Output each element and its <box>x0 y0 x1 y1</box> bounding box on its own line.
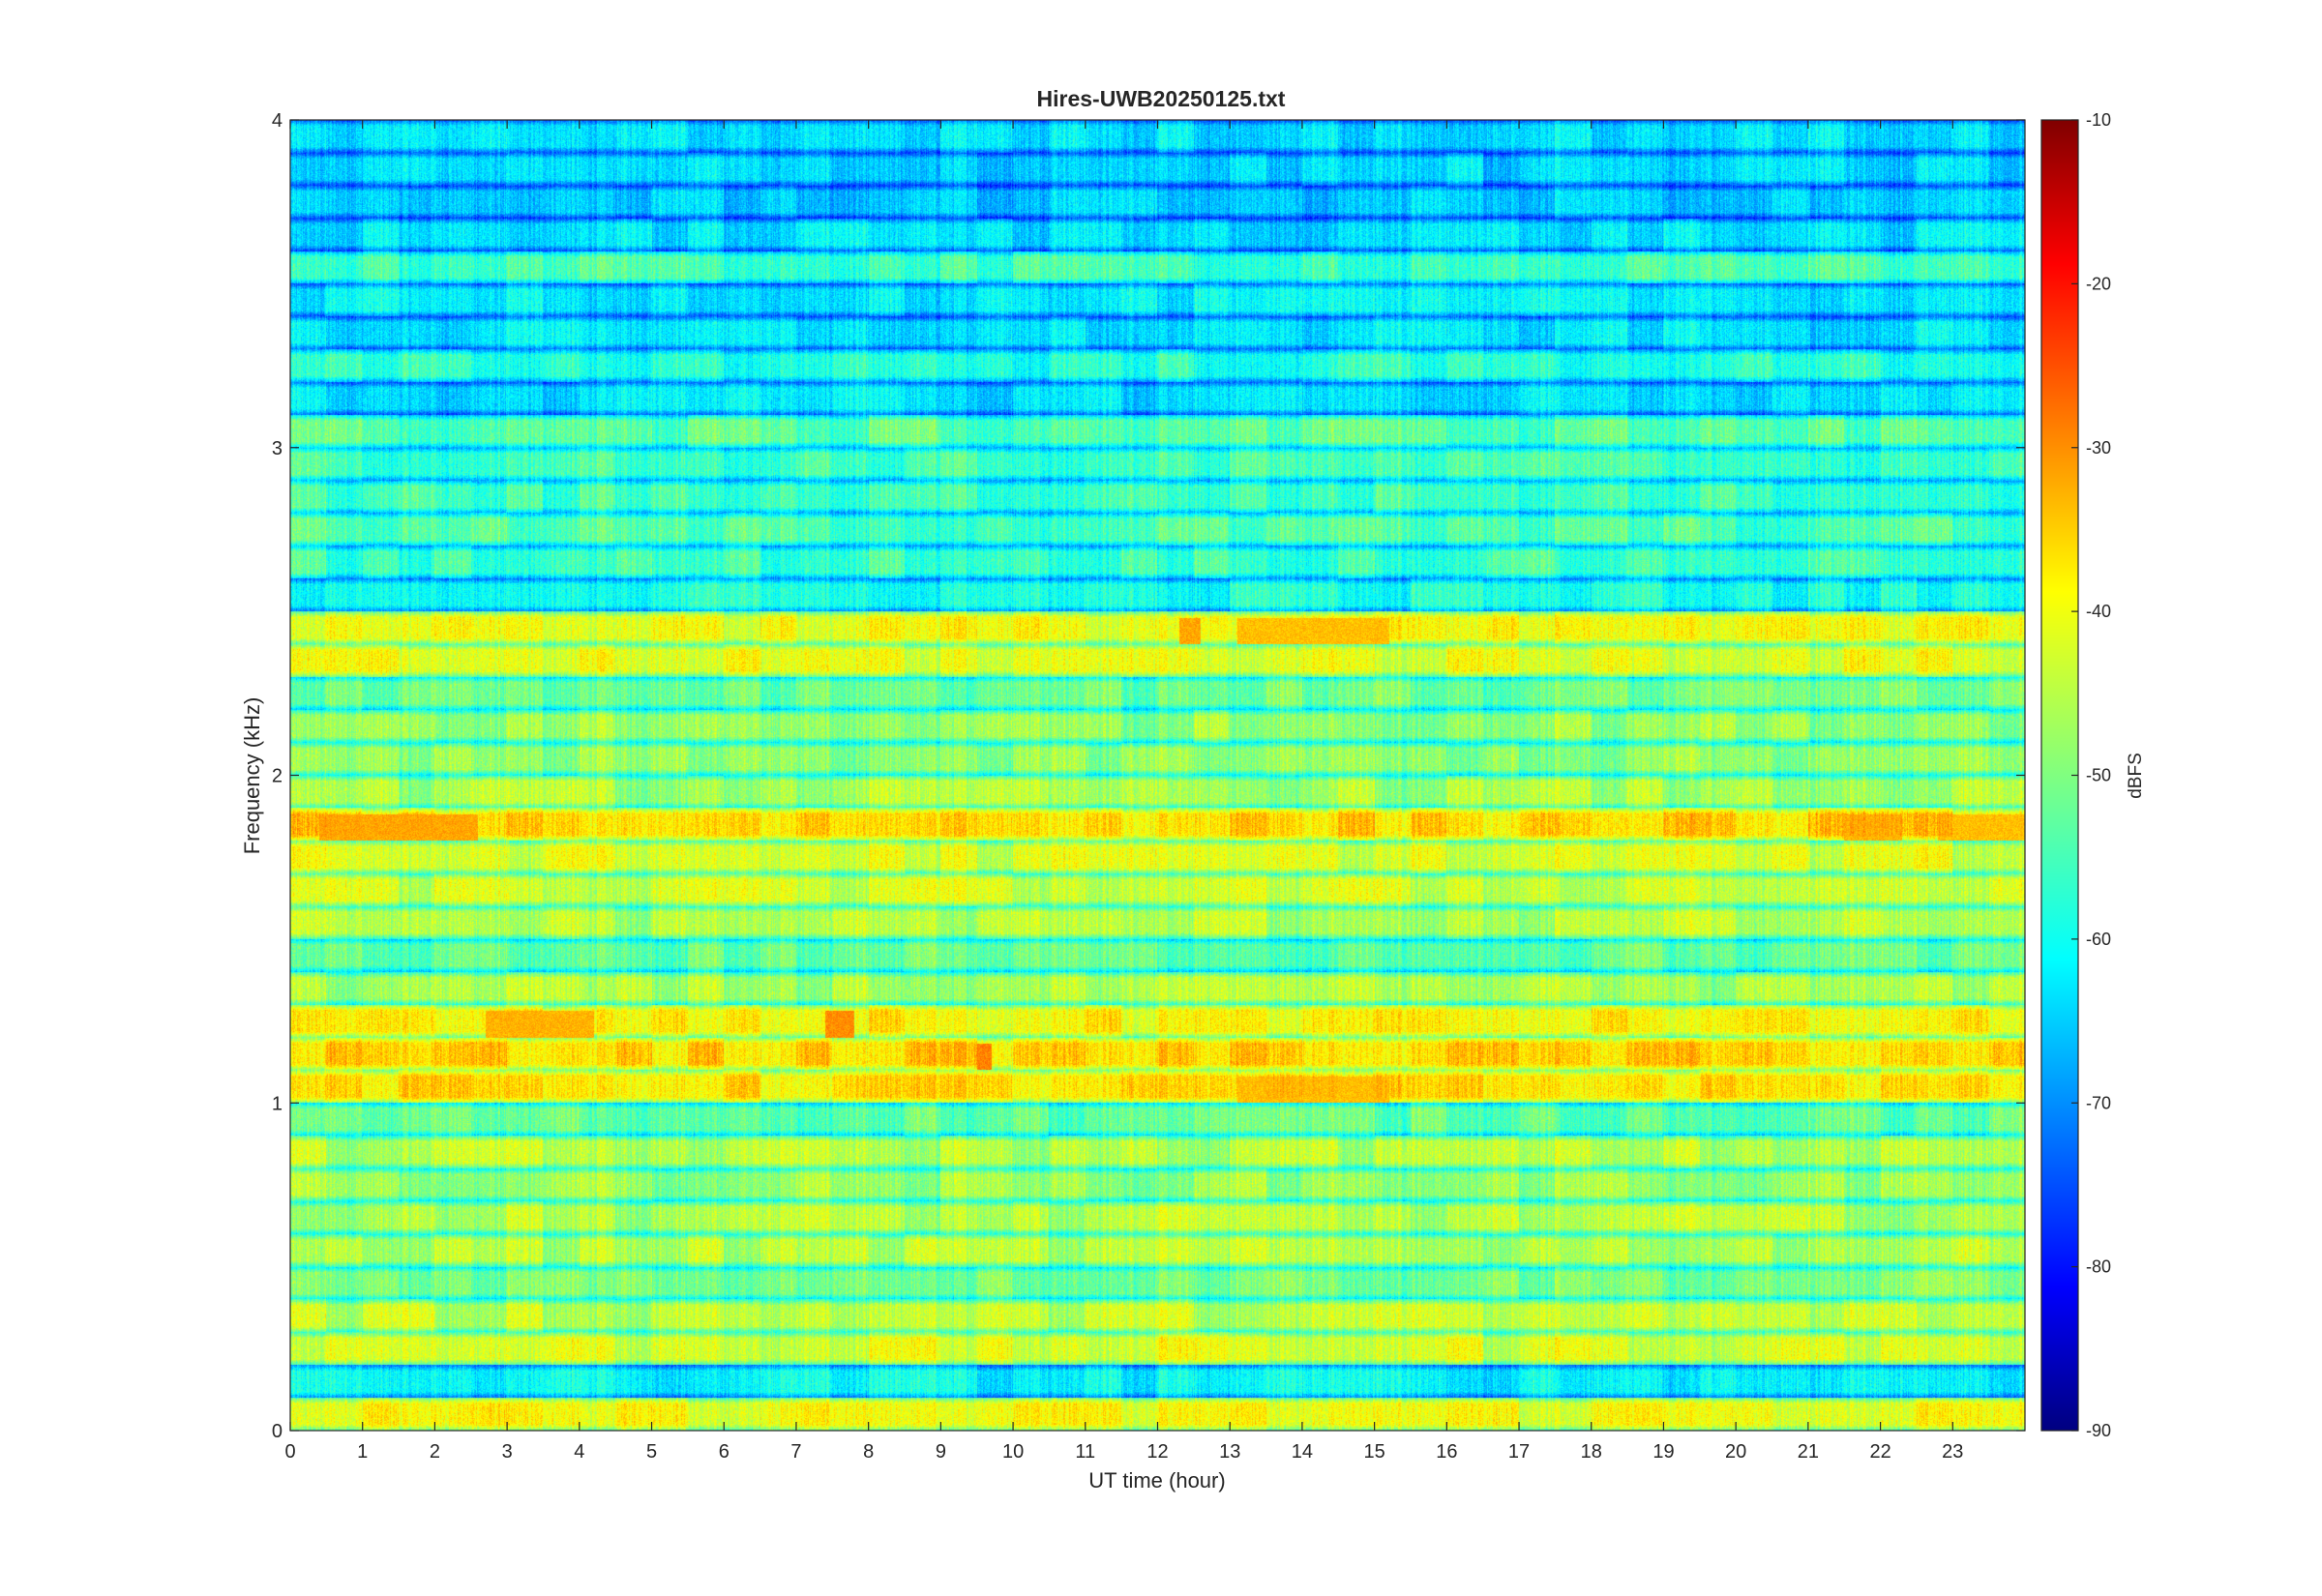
x-tick-label: 10 <box>1002 1441 1024 1463</box>
x-tick-label: 16 <box>1436 1441 1457 1463</box>
x-tick-label: 0 <box>284 1441 295 1463</box>
x-tick-label: 12 <box>1146 1441 1168 1463</box>
y-axis-ticks: 0 1 2 3 4 <box>272 110 2025 1442</box>
chart-title: Hires-UWB20250125.txt <box>1037 86 1286 111</box>
x-tick-label: 19 <box>1652 1441 1674 1463</box>
x-tick-label: 13 <box>1219 1441 1240 1463</box>
x-tick-label: 1 <box>357 1441 368 1463</box>
colorbar-tick-label: -50 <box>2086 766 2111 785</box>
plot-area <box>289 119 2026 1432</box>
y-tick-label: 0 <box>272 1421 283 1442</box>
x-tick-label: 4 <box>574 1441 584 1463</box>
y-tick-label: 1 <box>272 1093 283 1114</box>
x-tick-label: 21 <box>1798 1441 1819 1463</box>
x-tick-label: 20 <box>1725 1441 1746 1463</box>
colorbar-tick-label: -80 <box>2086 1257 2111 1277</box>
x-tick-label: 18 <box>1581 1441 1602 1463</box>
x-tick-label: 3 <box>502 1441 513 1463</box>
x-axis-ticks: 0 1 2 3 4 5 6 7 8 9 10 11 12 13 14 15 16 17 18 19 20 21 22 23 <box>284 120 1963 1463</box>
x-tick-label: 6 <box>719 1441 729 1463</box>
x-tick-label: 7 <box>790 1441 801 1463</box>
y-tick-label: 4 <box>272 110 283 132</box>
colorbar-tick-label: -60 <box>2086 930 2111 949</box>
x-tick-label: 11 <box>1075 1441 1095 1463</box>
x-tick-label: 15 <box>1364 1441 1385 1463</box>
x-tick-label: 14 <box>1292 1441 1313 1463</box>
x-tick-label: 2 <box>430 1441 440 1463</box>
y-tick-label: 2 <box>272 766 283 787</box>
x-tick-label: 22 <box>1869 1441 1890 1463</box>
colorbar-ticks: -10 -20 -30 -40 -50 -60 -70 -80 -90 <box>2071 110 2111 1440</box>
colorbar-label: dBFS <box>2126 753 2146 799</box>
colorbar-tick-label: -70 <box>2086 1093 2111 1112</box>
x-tick-label: 9 <box>936 1441 946 1463</box>
x-tick-label: 23 <box>1942 1441 1963 1463</box>
colorbar-tick-label: -30 <box>2086 438 2111 458</box>
x-tick-label: 17 <box>1508 1441 1530 1463</box>
colorbar-tick-label: -90 <box>2086 1421 2111 1440</box>
y-tick-label: 3 <box>272 438 283 459</box>
x-tick-label: 8 <box>863 1441 874 1463</box>
x-axis-label: UT time (hour) <box>1088 1468 1225 1493</box>
y-axis-label: Frequency (kHz) <box>240 697 264 855</box>
colorbar-tick-label: -40 <box>2086 602 2111 621</box>
colorbar-tick-label: -20 <box>2086 274 2111 293</box>
x-tick-label: 5 <box>646 1441 657 1463</box>
colorbar-tick-label: -10 <box>2086 110 2111 130</box>
colorbar: -10 -20 -30 -40 -50 -60 -70 -80 -90 dBFS <box>2040 110 2146 1440</box>
spectrogram-heatmap <box>290 120 2025 1431</box>
